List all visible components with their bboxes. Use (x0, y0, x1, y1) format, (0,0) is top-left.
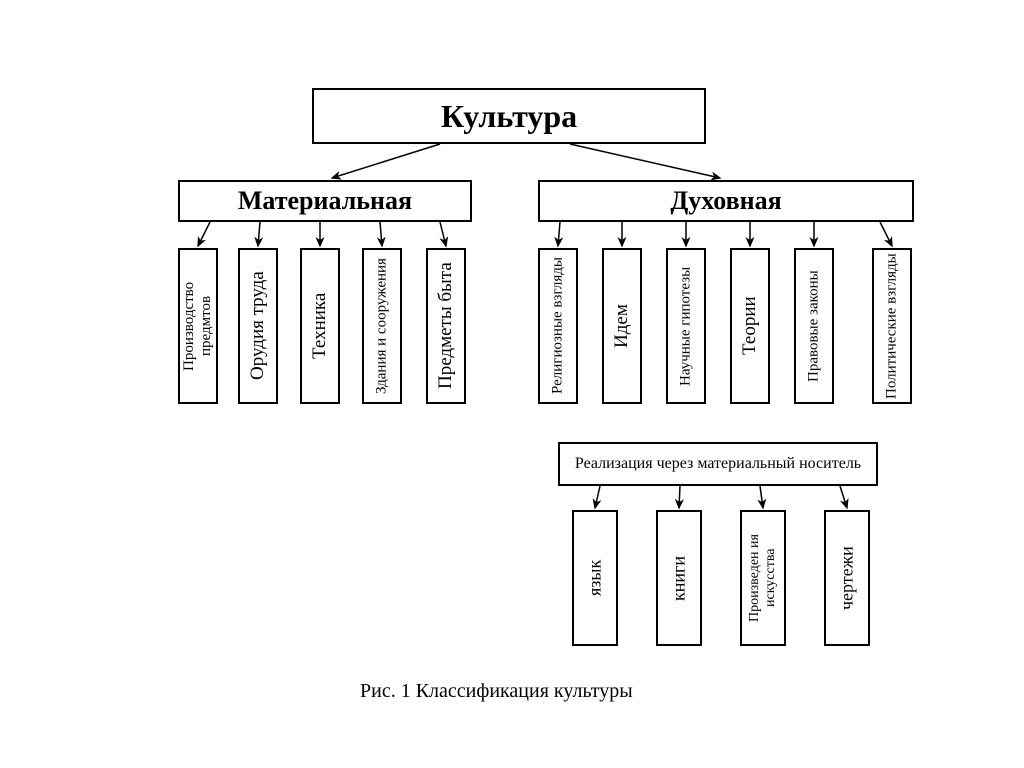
node-spiritual: Духовная (538, 180, 914, 222)
label: Производство предмтов (181, 250, 215, 402)
label: Орудия труда (247, 272, 269, 381)
label: Произведен ия искусства (747, 512, 779, 644)
root-label: Культура (441, 98, 577, 135)
node-spiritual-child-5: Политические взгляды (872, 248, 912, 404)
node-material-child-0: Производство предмтов (178, 248, 218, 404)
node-spiritual-label: Духовная (670, 186, 781, 216)
node-spiritual-child-0: Религиозные взгляды (538, 248, 578, 404)
label: Предметы быта (435, 263, 457, 390)
label: Правовые законы (806, 270, 823, 382)
label: Здания и сооружения (374, 258, 391, 394)
label: Идем (611, 304, 633, 348)
label: Научные гипотезы (678, 266, 695, 385)
node-spiritual-child-2: Научные гипотезы (666, 248, 706, 404)
label: Религиозные взгляды (550, 258, 567, 395)
label: чертежи (837, 546, 858, 610)
root-node-culture: Культура (312, 88, 706, 144)
node-realization: Реализация через материальный носитель (558, 442, 878, 486)
node-spiritual-child-1: Идем (602, 248, 642, 404)
node-material: Материальная (178, 180, 472, 222)
node-material-label: Материальная (238, 186, 412, 216)
node-realization-child-0: язык (572, 510, 618, 646)
node-realization-child-3: чертежи (824, 510, 870, 646)
label: книги (669, 555, 690, 600)
realization-label: Реализация через материальный носитель (575, 455, 861, 473)
label: Техника (309, 293, 331, 359)
node-material-child-2: Техника (300, 248, 340, 404)
node-material-child-4: Предметы быта (426, 248, 466, 404)
node-spiritual-child-3: Теории (730, 248, 770, 404)
label: Теории (739, 297, 761, 356)
node-material-child-1: Орудия труда (238, 248, 278, 404)
node-realization-child-2: Произведен ия искусства (740, 510, 786, 646)
node-spiritual-child-4: Правовые законы (794, 248, 834, 404)
caption-text: Рис. 1 Классификация культуры (360, 680, 633, 702)
label: Политические взгляды (884, 253, 901, 399)
node-realization-child-1: книги (656, 510, 702, 646)
figure-caption: Рис. 1 Классификация культуры (360, 680, 633, 703)
node-material-child-3: Здания и сооружения (362, 248, 402, 404)
label: язык (585, 560, 606, 596)
